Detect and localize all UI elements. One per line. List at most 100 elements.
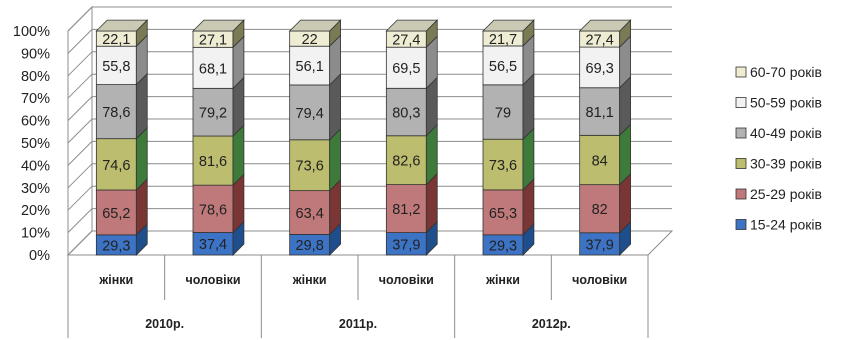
- bar-segment: 56,1: [289, 34, 341, 86]
- bar-segment: 78,6: [95, 72, 148, 140]
- data-label: 22: [302, 32, 318, 48]
- bar-segment: 65,2: [95, 178, 148, 236]
- legend-swatch: [735, 158, 747, 169]
- bar-top: [385, 19, 439, 32]
- legend-item: 25-29 років: [735, 186, 822, 202]
- data-label: 37,9: [392, 237, 420, 253]
- gridline-diagonal: [67, 118, 93, 144]
- data-label: 21,7: [489, 32, 517, 48]
- data-label: 81,6: [199, 154, 227, 170]
- legend-label: 50-59 років: [750, 95, 822, 111]
- y-tick-label: 10%: [21, 226, 50, 242]
- bar-segment: 63,4: [289, 178, 341, 236]
- bar-segment: 68,1: [192, 35, 245, 90]
- group-label: 2012р.: [532, 317, 571, 331]
- y-tick-label: 50%: [21, 136, 50, 152]
- category-label: чоловіки: [572, 273, 627, 287]
- data-label: 27,4: [586, 33, 614, 49]
- bar-front: [95, 138, 137, 191]
- data-label: 68,1: [199, 61, 227, 77]
- data-label: 79,2: [199, 106, 227, 122]
- data-label: 29,8: [296, 238, 324, 254]
- bar-segment: 21,7: [482, 19, 535, 48]
- bar-segment: 69,5: [385, 35, 438, 90]
- bar-segment: 84: [579, 123, 631, 186]
- bar-segment: 69,3: [579, 35, 631, 89]
- bar-front: [95, 84, 137, 140]
- data-label: 79: [495, 106, 511, 122]
- legend-label: 25-29 років: [750, 186, 822, 202]
- data-label: 81,2: [392, 202, 420, 218]
- y-tick-label: 80%: [21, 69, 50, 85]
- bar-top: [578, 19, 632, 32]
- bar-stack: 29,3 65,3 73,6 79 56,5 21,7: [482, 19, 535, 256]
- legend-item: 30-39 років: [735, 156, 822, 172]
- bar-front: [385, 46, 427, 89]
- bar-segment: 37,9: [579, 220, 631, 256]
- legend-label: 30-39 років: [750, 156, 822, 172]
- gridline-diagonal: [67, 141, 93, 166]
- legend: 60-70 років 50-59 років 40-49 років 30-39 р…: [735, 64, 822, 233]
- bar-stack: 37,9 81,2 82,6 80,3 69,5 27,4: [385, 19, 439, 256]
- category-label: жінки: [98, 273, 133, 287]
- bar-front: [482, 138, 524, 191]
- data-label: 81,1: [586, 105, 614, 121]
- gridline-diagonal: [67, 185, 93, 211]
- y-tick-label: 60%: [21, 114, 50, 130]
- bar-segment: 65,3: [482, 178, 535, 236]
- bar-stack: 29,8 63,4 73,6 79,4 56,1 22: [288, 19, 342, 256]
- data-label: 55,8: [102, 59, 130, 75]
- data-label: 73,6: [296, 159, 324, 175]
- data-label: 78,6: [102, 105, 130, 121]
- bar-segment: 82,6: [385, 123, 438, 186]
- bar-segment: 22: [288, 19, 342, 48]
- bar-stack: 37,9 82 84 81,1 69,3 27,4: [578, 19, 632, 256]
- bar-front: [192, 46, 234, 89]
- legend-label: 40-49 років: [750, 125, 822, 141]
- bar-front: [289, 190, 331, 235]
- gridline-diagonal: [67, 208, 93, 233]
- data-label: 29,3: [489, 238, 517, 254]
- data-label: 82: [592, 202, 608, 218]
- gridline-diagonal: [67, 230, 93, 256]
- bar-segment: 78,6: [192, 173, 245, 234]
- bar-top: [95, 19, 149, 32]
- grid-layer: [66, 5, 674, 257]
- legend-label: 15-24 років: [750, 217, 822, 233]
- data-label: 56,1: [296, 59, 324, 75]
- legend-item: 60-70 років: [735, 64, 822, 80]
- data-label: 22,1: [102, 32, 130, 48]
- bar-segment: 81,2: [385, 172, 438, 234]
- bar-segment: 29,8: [289, 222, 341, 256]
- group-label: 2010р.: [145, 317, 184, 331]
- legend-item: 40-49 років: [735, 125, 822, 141]
- bar-stack: 29,3 65,2 74,6 78,6 55,8 22,1: [95, 19, 149, 256]
- legend-item: 15-24 років: [735, 217, 822, 233]
- bar-segment: 55,8: [95, 34, 148, 86]
- category-label: жінки: [485, 273, 520, 287]
- gridline-diagonal: [67, 96, 93, 121]
- data-label: 63,4: [296, 206, 324, 222]
- y-tick-label: 0%: [29, 248, 50, 264]
- bars-layer: 29,3 65,2 74,6 78,6 55,8 22,1 37,4 78,6 81,6 79,2…: [95, 19, 632, 256]
- group-label: 2011р.: [339, 317, 377, 331]
- gridline-diagonal: [67, 73, 93, 99]
- data-label: 82,6: [392, 154, 420, 170]
- gridline-diagonal: [67, 6, 93, 32]
- bar-segment: 29,3: [95, 222, 148, 256]
- bar-segment: 81,6: [192, 124, 245, 187]
- data-label: 80,3: [392, 106, 420, 122]
- data-label: 84: [592, 153, 608, 169]
- bar-front: [289, 84, 331, 141]
- data-label: 56,5: [489, 59, 517, 75]
- data-label: 78,6: [199, 202, 227, 218]
- bar-front: [192, 184, 234, 233]
- bar-segment: 27,4: [578, 19, 632, 49]
- legend-swatch: [735, 188, 747, 200]
- y-tick-label: 90%: [21, 46, 50, 62]
- category-label: чоловіки: [185, 273, 240, 287]
- y-tick-label: 20%: [21, 203, 50, 219]
- bar-side: [329, 73, 341, 141]
- gridline-diagonal: [67, 51, 93, 77]
- bar-segment: 81,1: [579, 75, 631, 137]
